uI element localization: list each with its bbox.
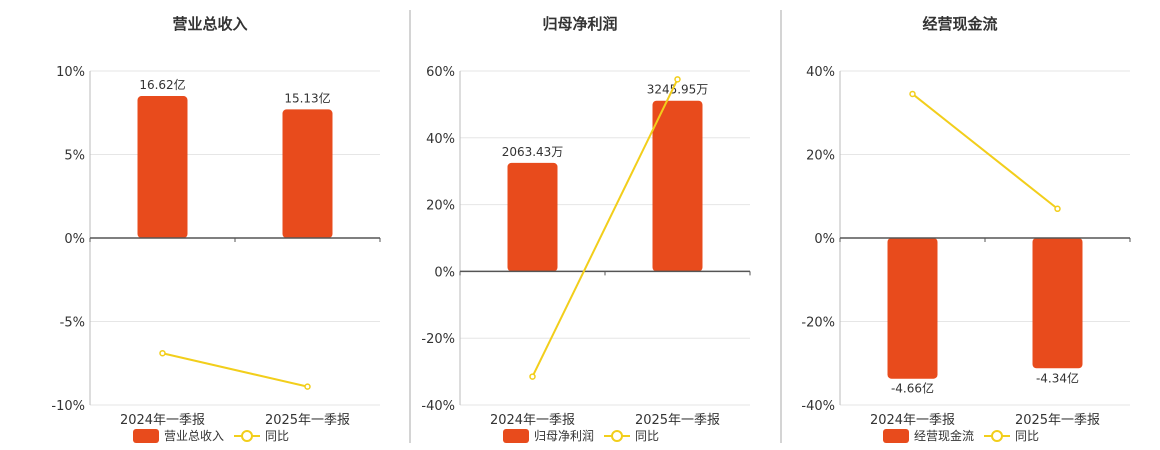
y-tick-label: -10% (51, 399, 85, 414)
bar-data-label: 2063.43万 (502, 145, 564, 159)
y-tick-label: 0% (434, 265, 455, 280)
bar-2 (1032, 238, 1083, 369)
y-tick-label: 40% (426, 132, 455, 147)
yoy-point-2 (304, 383, 311, 390)
legend-bar-swatch (883, 429, 909, 443)
chart-title: 归母净利润 (542, 15, 617, 33)
legend-bar-label: 归母净利润 (534, 429, 594, 443)
y-tick-label: 60% (426, 65, 455, 80)
yoy-line (531, 78, 679, 378)
legend-line-label: 同比 (265, 429, 289, 443)
legend: 营业总收入 同比 (133, 429, 289, 443)
chart-panel-1: 营业总收入 10% 5% 0% -5% -10% 16.62亿 15.13亿 2024年一季报 2… (51, 15, 381, 443)
y-tick-label: -40% (801, 399, 835, 414)
legend-line-label: 同比 (635, 429, 659, 443)
bar-data-label: 3245.95万 (647, 83, 709, 97)
bar-data-label: -4.66亿 (891, 381, 934, 396)
y-tick-label: -20% (801, 316, 835, 331)
bar-1 (887, 238, 938, 379)
chart-title: 营业总收入 (172, 15, 247, 33)
bar-data-label: 16.62亿 (139, 77, 185, 92)
y-tick-label: 20% (806, 149, 835, 164)
y-tick-label: -20% (421, 332, 455, 347)
legend-bar-swatch (133, 429, 159, 443)
y-tick-label: 0% (64, 232, 85, 247)
legend-line-label: 同比 (1015, 429, 1039, 443)
yoy-line (911, 93, 1059, 210)
y-tick-label: -40% (421, 399, 455, 414)
y-tick-label: 5% (64, 149, 85, 164)
x-category-label: 2025年一季报 (265, 413, 350, 428)
y-tick-label: 0% (814, 232, 835, 247)
bar-2 (652, 100, 703, 272)
legend-line-marker (991, 430, 1003, 442)
chart-panel-3: 经营现金流 40% 20% 0% -20% -40% -4.66亿 -4.34亿 2024年一季… (801, 15, 1131, 443)
legend: 经营现金流 同比 (883, 428, 1039, 443)
x-category-label: 2025年一季报 (1015, 413, 1100, 428)
yoy-point-2 (674, 76, 681, 83)
legend-bar-swatch (503, 429, 529, 443)
x-category-label: 2024年一季报 (120, 413, 205, 428)
x-category-label: 2025年一季报 (635, 413, 720, 428)
yoy-line (162, 352, 308, 388)
bar-data-label: 15.13亿 (284, 90, 330, 105)
y-tick-label: 10% (56, 65, 85, 80)
legend-line-marker (241, 430, 253, 442)
bar-2 (282, 109, 333, 238)
legend-line-marker (611, 430, 623, 442)
chart-title: 经营现金流 (922, 15, 997, 33)
yoy-point-1 (529, 373, 536, 380)
yoy-point-2 (1054, 205, 1061, 213)
legend-bar-label: 经营现金流 (914, 428, 974, 443)
bar-1 (507, 162, 558, 272)
bar-1 (137, 96, 188, 238)
bar-data-label: -4.34亿 (1036, 370, 1079, 385)
yoy-point-1 (159, 349, 166, 357)
legend-bar-label: 营业总收入 (164, 429, 224, 443)
y-tick-label: -5% (60, 316, 85, 331)
legend: 归母净利润 同比 (503, 429, 659, 443)
chart-panel-2: 归母净利润 60% 40% 20% 0% -20% -40% 2063.43万 3245.95万… (421, 15, 751, 443)
x-category-label: 2024年一季报 (490, 413, 575, 428)
y-tick-label: 20% (426, 199, 455, 214)
x-category-label: 2024年一季报 (870, 413, 955, 428)
yoy-point-1 (909, 90, 916, 98)
y-tick-label: 40% (806, 65, 835, 80)
